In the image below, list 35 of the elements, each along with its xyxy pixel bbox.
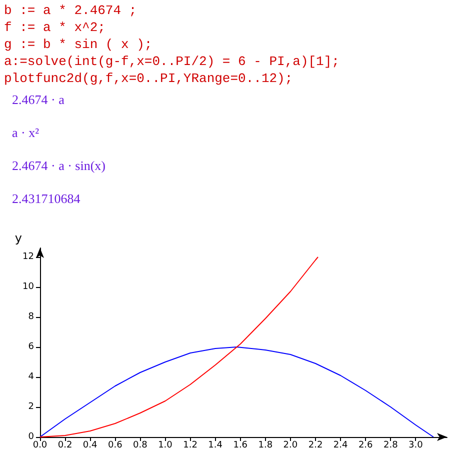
text: 2.4674 · a xyxy=(12,92,66,108)
y-axis-title: y xyxy=(14,231,22,245)
y-tick-label: 10 xyxy=(22,282,34,292)
y-tick-label: 2 xyxy=(28,402,34,412)
line-series xyxy=(40,256,319,438)
x-tick-label: 0.4 xyxy=(82,440,98,450)
x-tick-label: 2.6 xyxy=(358,440,374,450)
text: a · x² xyxy=(12,125,40,141)
x-tick-label: 1.0 xyxy=(158,440,173,450)
x-tick-label: 2.8 xyxy=(383,440,398,450)
y-tick-label: 4 xyxy=(28,372,34,382)
x-tick-label: 0.2 xyxy=(58,440,72,450)
text: g := b * sin ( x ); xyxy=(4,36,154,53)
x-tick-label: 1.8 xyxy=(258,440,273,450)
x-tick-label: 2.2 xyxy=(308,440,323,450)
y-tick-label: 12 xyxy=(22,252,34,262)
text: b := a * 2.4674 ; xyxy=(4,2,138,19)
text: f := a * x^2; xyxy=(4,19,106,36)
y-tick-label: 8 xyxy=(28,312,34,322)
y-tick-label: 6 xyxy=(28,342,34,352)
x-tick-label: 0.8 xyxy=(133,440,148,450)
x-tick-label: 1.6 xyxy=(233,440,248,450)
text: plotfunc2d(g,f,x=0..PI,YRange=0..12); xyxy=(4,70,294,87)
text: 2.4674 · a · sin(x) xyxy=(12,158,107,174)
x-tick-label: 1.4 xyxy=(208,440,223,450)
x-tick-label: 2.4 xyxy=(333,440,348,450)
x-tick-label: 2.0 xyxy=(283,440,298,450)
x-tick-label: 0.6 xyxy=(108,440,123,450)
text: a:=solve(int(g-f,x=0..PI/2) = 6 - PI,a)[1]; xyxy=(4,53,340,70)
line-series xyxy=(40,346,434,438)
text: 2.431710684 xyxy=(12,191,82,207)
x-tick-label: 3.0 xyxy=(408,440,424,450)
x-tick-label: 0.0 xyxy=(32,440,48,450)
x-tick-label: 1.2 xyxy=(183,440,198,450)
y-tick-label: 0 xyxy=(28,432,34,442)
